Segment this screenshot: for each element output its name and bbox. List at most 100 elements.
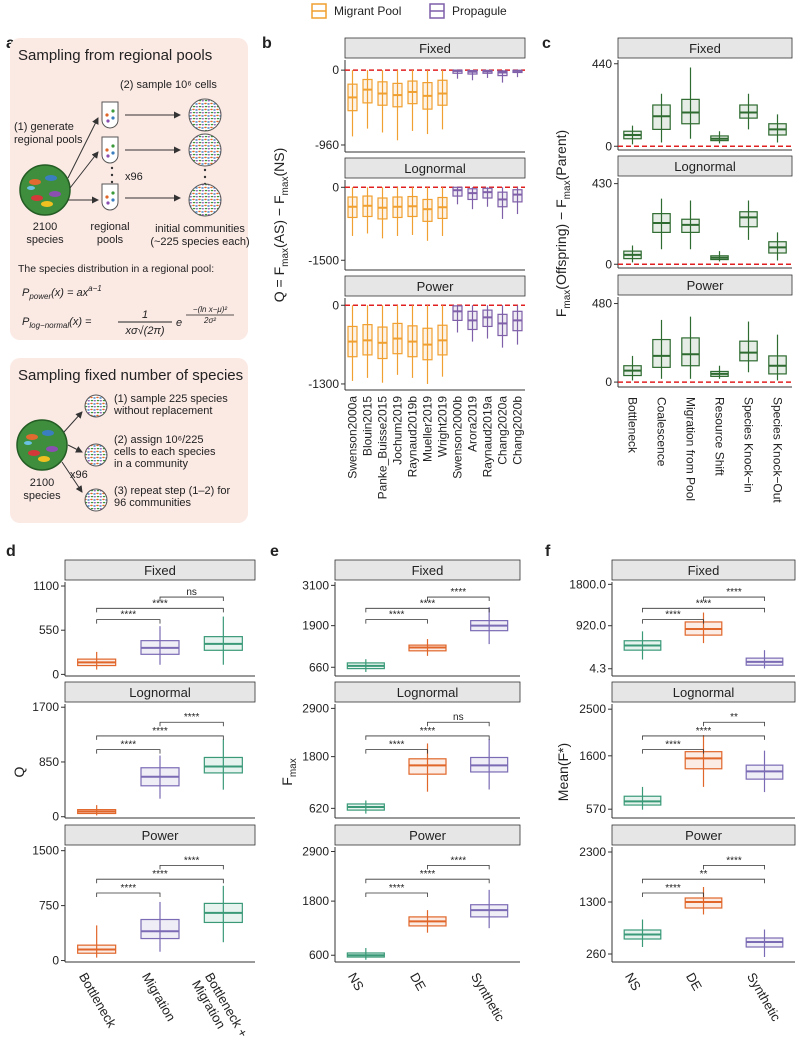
facet-strip bbox=[344, 157, 526, 179]
facet-strip bbox=[617, 37, 793, 59]
x-tick-label: Bottleneck bbox=[626, 397, 640, 454]
significance-bracket bbox=[642, 619, 704, 624]
box bbox=[512, 189, 523, 203]
significance-label: **** bbox=[726, 587, 742, 598]
box bbox=[140, 918, 180, 940]
y-axis-label-part: max bbox=[562, 290, 573, 309]
box bbox=[10, 38, 248, 340]
y-axis-label-part: max bbox=[280, 177, 291, 196]
facet-strip bbox=[611, 824, 796, 846]
y-tick-label: 1900 bbox=[302, 619, 329, 633]
label: (2) assign 10⁶/225 bbox=[114, 434, 204, 446]
significance-bracket bbox=[96, 749, 161, 754]
x-tick-label: Species Knock−in bbox=[742, 397, 756, 493]
significance-label: **** bbox=[696, 726, 712, 737]
panel-letter: e bbox=[270, 543, 279, 560]
box bbox=[497, 313, 508, 337]
significance-label: **** bbox=[184, 855, 200, 866]
community-icons bbox=[84, 394, 108, 512]
label: x96 bbox=[125, 171, 143, 183]
significance-label: **** bbox=[665, 740, 681, 751]
facet-title: Lognormal bbox=[397, 685, 459, 700]
facet-title: Lognormal bbox=[129, 685, 191, 700]
significance-bracket bbox=[642, 735, 765, 740]
y-axis-label: Mean(F*) bbox=[555, 743, 571, 801]
facet-strip bbox=[334, 681, 521, 703]
facet-strip bbox=[617, 155, 793, 177]
y-tick-label: 1800 bbox=[302, 894, 329, 908]
y-axis-label-part: Q bbox=[11, 766, 27, 777]
significance-label: **** bbox=[389, 610, 405, 621]
panel-letter: c bbox=[542, 35, 551, 52]
x-tick-label: Blouin2015 bbox=[361, 396, 375, 456]
y-tick-label: 2900 bbox=[302, 845, 329, 859]
panel-a: a Sampling from regional pools (2) sampl… bbox=[6, 35, 250, 523]
y-tick-label: 260 bbox=[586, 947, 606, 961]
significance-bracket bbox=[365, 619, 428, 624]
facet-strip bbox=[64, 559, 256, 581]
significance-bracket bbox=[159, 596, 224, 602]
facet-title: Power bbox=[687, 278, 725, 293]
label: (1) generate bbox=[14, 121, 74, 133]
significance-bracket bbox=[159, 865, 224, 870]
significance-label: **** bbox=[121, 883, 137, 894]
facet-title: Lognormal bbox=[404, 161, 466, 176]
y-axis-label: Q = Fmax(AS) − Fmax(NS) bbox=[271, 148, 291, 303]
label: regional pools bbox=[14, 134, 83, 146]
community-icons bbox=[188, 98, 222, 217]
facet-title: Fixed bbox=[144, 563, 176, 578]
significance-label: **** bbox=[665, 883, 681, 894]
y-axis-label-part: F bbox=[553, 309, 569, 318]
x-tick-label: Raynaud2019a bbox=[481, 396, 495, 478]
y-tick-label: 0 bbox=[332, 63, 339, 77]
arrows bbox=[61, 411, 83, 493]
significance-bracket bbox=[96, 892, 161, 897]
significance-bracket bbox=[703, 596, 765, 602]
box bbox=[739, 340, 758, 362]
y-axis-label: Q bbox=[11, 766, 27, 777]
significance-bracket bbox=[703, 865, 765, 870]
significance-label: **** bbox=[665, 610, 681, 621]
y-tick-label: 430 bbox=[592, 177, 612, 191]
label: pools bbox=[97, 234, 124, 246]
significance-label: ** bbox=[730, 712, 738, 723]
significance-bracket bbox=[427, 721, 490, 727]
tube-icon bbox=[101, 183, 119, 211]
x-tick-label: Swenson2000b bbox=[451, 396, 465, 479]
significance-bracket bbox=[642, 892, 704, 897]
box bbox=[681, 337, 700, 367]
facet-strip bbox=[344, 37, 526, 59]
label: in a community bbox=[114, 458, 188, 470]
y-tick-label: 1800.0 bbox=[569, 577, 606, 591]
x-tick-label: Chang2020b bbox=[511, 396, 525, 465]
significance-label: **** bbox=[420, 598, 436, 609]
arrows bbox=[67, 111, 181, 204]
y-axis-label-part: (AS) − F bbox=[271, 195, 287, 248]
box bbox=[452, 305, 463, 321]
panel-letter: b bbox=[262, 35, 272, 52]
y-axis-label-part: (Offspring) − F bbox=[553, 199, 569, 289]
facet-title: Power bbox=[142, 828, 180, 843]
box bbox=[684, 751, 723, 770]
x-tick-label: Coalescence bbox=[655, 397, 669, 467]
facet-title: Fixed bbox=[412, 563, 444, 578]
y-tick-label: 0 bbox=[52, 667, 59, 681]
y-tick-label: 1600 bbox=[579, 749, 606, 763]
label: x96 bbox=[70, 469, 88, 481]
significance-bracket bbox=[365, 878, 490, 884]
label: The species distribution in a regional p… bbox=[18, 263, 214, 275]
formula: e bbox=[176, 317, 182, 329]
significance-bracket bbox=[703, 721, 765, 727]
significance-label: **** bbox=[152, 598, 168, 609]
y-tick-label: 1700 bbox=[32, 700, 59, 714]
x-tick-label: Migration from Pool bbox=[684, 397, 698, 501]
y-tick-label: 1800 bbox=[302, 750, 329, 764]
y-tick-label: 570 bbox=[586, 802, 606, 816]
y-axis-label-part: Mean(F*) bbox=[555, 743, 571, 801]
significance-label: **** bbox=[389, 883, 405, 894]
y-tick-label: 600 bbox=[309, 948, 329, 962]
significance-label: **** bbox=[420, 726, 436, 737]
facet-title: Power bbox=[417, 279, 455, 294]
label: 2100 bbox=[30, 477, 54, 489]
facet-title: Fixed bbox=[419, 41, 451, 56]
